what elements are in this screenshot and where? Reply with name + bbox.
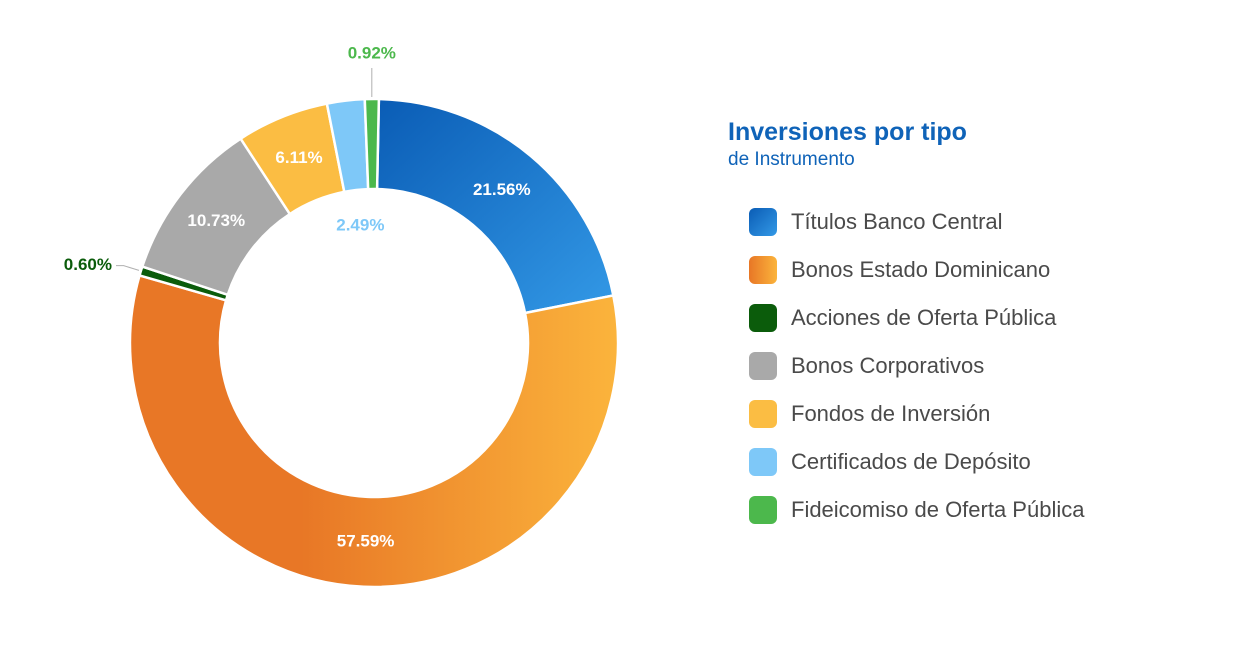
data-label-fondos-inversion: 6.11% (275, 148, 322, 167)
legend-swatch (749, 256, 777, 284)
leader-line-acciones-oferta-publica (116, 265, 140, 271)
legend-swatch (749, 304, 777, 332)
legend-label: Acciones de Oferta Pública (791, 305, 1057, 330)
legend-label: Fondos de Inversión (791, 401, 991, 426)
data-label-bonos-estado-dominicano: 57.59% (337, 531, 395, 550)
legend-swatch (749, 352, 777, 380)
legend-swatch (749, 448, 777, 476)
slice-fideicomiso-oferta-publica (363, 97, 381, 191)
legend-item-titulos-banco-central: Títulos Banco Central (728, 198, 1084, 246)
legend-item-certificados-deposito: Certificados de Depósito (728, 438, 1084, 486)
data-label-titulos-banco-central: 21.56% (473, 180, 531, 199)
legend-label: Bonos Estado Dominicano (791, 257, 1051, 282)
chart-subtitle: de Instrumento (728, 149, 855, 170)
legend-item-acciones-oferta-publica: Acciones de Oferta Pública (728, 294, 1084, 342)
legend-label: Bonos Corporativos (791, 353, 985, 378)
data-label-group: 21.56% 57.59% 0.60% 10.73% 6.11% 2.49% 0.92% (64, 43, 531, 550)
legend-swatch (749, 496, 777, 524)
legend-item-bonos-corporativos: Bonos Corporativos (728, 342, 1084, 390)
legend-label: Fideicomiso de Oferta Pública (791, 497, 1085, 522)
data-label-fideicomiso-oferta-publica: 0.92% (348, 43, 396, 62)
legend: Inversiones por tipo de Instrumento Títu… (728, 116, 1084, 534)
slice-titulos-banco-central (375, 97, 615, 315)
legend-swatch (749, 208, 777, 236)
data-label-acciones-oferta-publica: 0.60% (64, 255, 112, 274)
slice-bonos-estado-dominicano (128, 273, 620, 589)
legend-swatch (749, 400, 777, 428)
legend-list: Títulos Banco Central Bonos Estado Domini… (728, 198, 1084, 534)
slice-group (128, 97, 620, 589)
legend-item-fondos-inversion: Fondos de Inversión (728, 390, 1084, 438)
legend-label: Títulos Banco Central (791, 209, 1003, 234)
data-label-certificados-deposito: 2.49% (336, 215, 384, 234)
chart-title: Inversiones por tipo (728, 118, 967, 146)
legend-item-fideicomiso-oferta-publica: Fideicomiso de Oferta Pública (728, 486, 1084, 534)
legend-item-bonos-estado-dominicano: Bonos Estado Dominicano (728, 246, 1084, 294)
data-label-bonos-corporativos: 10.73% (187, 211, 245, 230)
legend-label: Certificados de Depósito (791, 449, 1031, 474)
